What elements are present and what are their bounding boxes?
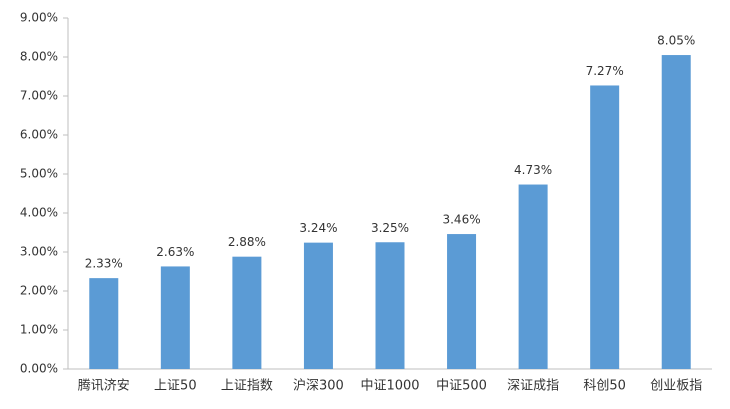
bar bbox=[518, 184, 548, 369]
x-tick-label: 中证1000 bbox=[360, 379, 419, 394]
x-tick-label: 上证50 bbox=[154, 379, 197, 394]
bar bbox=[160, 266, 190, 369]
y-tick-label: 4.00% bbox=[20, 206, 58, 220]
x-tick-label: 腾讯济安 bbox=[78, 378, 130, 394]
y-tick-label: 7.00% bbox=[20, 89, 58, 103]
y-tick-label: 1.00% bbox=[20, 323, 58, 337]
bar bbox=[303, 242, 333, 369]
value-label: 7.27% bbox=[586, 64, 624, 78]
y-tick-label: 2.00% bbox=[20, 284, 58, 298]
y-tick-label: 0.00% bbox=[20, 362, 58, 376]
x-tick-label: 创业板指 bbox=[650, 379, 702, 394]
y-tick-label: 9.00% bbox=[20, 11, 58, 25]
value-label: 2.33% bbox=[85, 257, 123, 271]
bar bbox=[447, 234, 477, 369]
value-label: 3.46% bbox=[442, 213, 480, 227]
bar bbox=[89, 278, 119, 369]
bar bbox=[661, 55, 691, 370]
value-label: 4.73% bbox=[514, 163, 552, 177]
value-label: 3.25% bbox=[371, 221, 409, 235]
x-tick-label: 深证成指 bbox=[507, 379, 559, 394]
value-label: 2.88% bbox=[228, 235, 266, 249]
y-tick-label: 5.00% bbox=[20, 167, 58, 181]
x-tick-label: 中证500 bbox=[436, 379, 487, 394]
bar bbox=[375, 242, 405, 369]
value-label: 2.63% bbox=[156, 245, 194, 259]
bar bbox=[232, 256, 262, 369]
bar bbox=[590, 85, 620, 369]
y-tick-label: 6.00% bbox=[20, 128, 58, 142]
x-tick-label: 上证指数 bbox=[221, 379, 273, 394]
y-tick-label: 3.00% bbox=[20, 245, 58, 259]
x-tick-label: 沪深300 bbox=[293, 378, 344, 394]
y-tick-label: 8.00% bbox=[20, 50, 58, 64]
x-tick-label: 科创50 bbox=[583, 379, 626, 394]
value-label: 3.24% bbox=[299, 221, 337, 235]
value-label: 8.05% bbox=[657, 34, 695, 48]
